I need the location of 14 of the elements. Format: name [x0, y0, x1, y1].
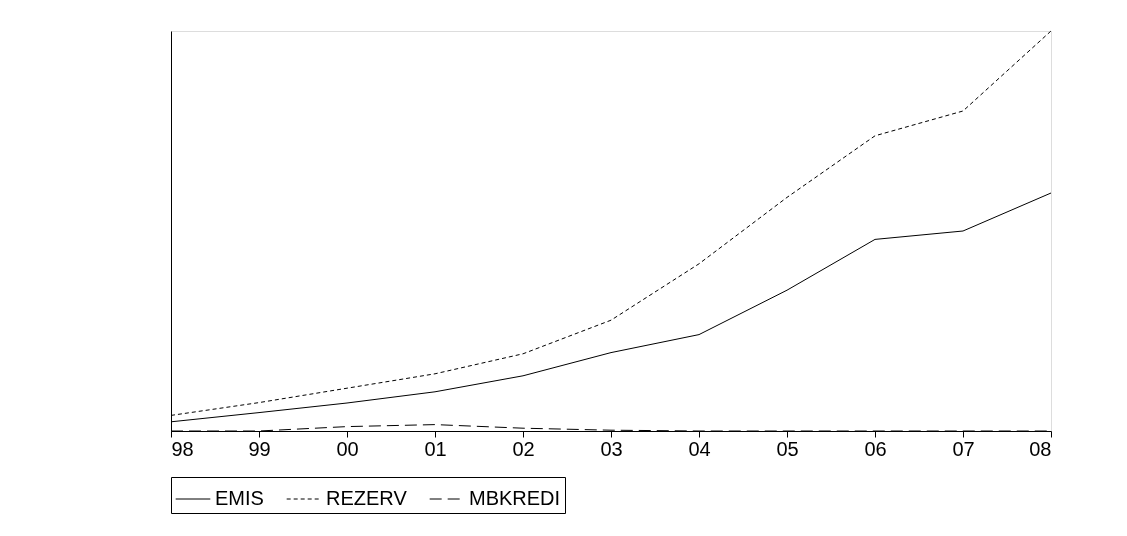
x-tick-label: 02	[512, 437, 535, 460]
x-tick-label: 00	[336, 437, 359, 460]
legend-label: REZERV	[326, 487, 408, 509]
x-tick-label: 01	[424, 437, 447, 460]
x-tick-label: 08	[1029, 437, 1052, 460]
x-tick-label: 99	[248, 437, 271, 460]
legend-label: EMIS	[215, 487, 264, 509]
x-tick-label: 98	[171, 437, 194, 460]
x-tick-label: 05	[776, 437, 799, 460]
x-tick-label: 06	[864, 437, 887, 460]
legend-label: MBKREDI	[469, 487, 561, 509]
x-tick-label: 03	[600, 437, 623, 460]
x-tick-label: 07	[952, 437, 975, 460]
x-tick-label: 04	[688, 437, 711, 460]
